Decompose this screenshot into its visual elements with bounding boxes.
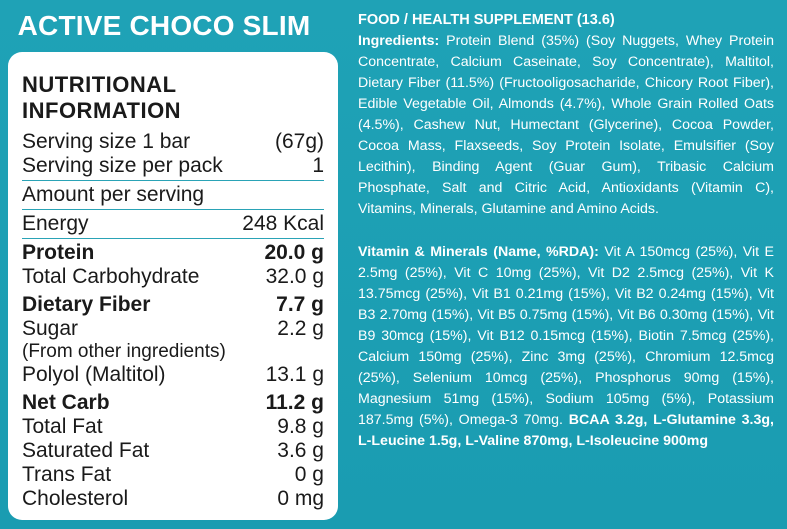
nutrient-value: 7.7 g [276, 293, 324, 316]
nutrient-row-energy: Energy 248 Kcal [22, 212, 324, 236]
nutrient-value: 0 mg [277, 487, 324, 510]
nutrient-row-sugar-note: (From other ingredients) [22, 341, 324, 363]
supplement-heading: FOOD / HEALTH SUPPLEMENT (13.6) [358, 12, 615, 28]
nutrient-value: 9.8 g [277, 415, 324, 438]
nutrient-row-saturated-fat: Saturated Fat 3.6 g [22, 439, 324, 463]
nutrient-label: Total Fat [22, 415, 103, 438]
nutrient-row-total-fat: Total Fat 9.8 g [22, 415, 324, 439]
vitamins-label: Vitamin & Minerals (Name, %RDA): [358, 244, 599, 260]
nutrient-label: Sugar [22, 317, 79, 340]
vitamins-text: Vit A 150mcg (25%), Vit E 2.5mg (25%), V… [358, 244, 774, 428]
nutrient-label: Saturated Fat [22, 439, 150, 462]
vitamins-paragraph: Vitamin & Minerals (Name, %RDA): Vit A 1… [358, 242, 774, 452]
nutrient-label: Dietary Fiber [22, 293, 151, 316]
nutrient-value: 248 Kcal [242, 212, 324, 235]
nutrient-label: Polyol (Maltitol) [22, 363, 166, 386]
nutrient-label: Cholesterol [22, 487, 129, 510]
nutrient-row-cholesterol: Cholesterol 0 mg [22, 487, 324, 511]
amount-per-serving: Amount per serving [22, 183, 324, 207]
nutrient-label: Net Carb [22, 391, 110, 414]
divider [22, 209, 324, 210]
product-title: ACTIVE CHOCO SLIM [17, 10, 311, 41]
nutrient-label: Trans Fat [22, 463, 112, 486]
serving-per-pack-label: Serving size per pack [22, 154, 223, 177]
nutrient-value: 3.6 g [277, 439, 324, 462]
nutrition-facts-panel: NUTRITIONAL INFORMATION Serving size 1 b… [8, 52, 338, 520]
nutrient-label: Energy [22, 212, 89, 235]
serving-size-label: Serving size 1 bar [22, 130, 191, 153]
spacer [358, 220, 774, 242]
nutrient-value: 2.2 g [277, 317, 324, 340]
nutrient-value: 32.0 g [265, 265, 324, 288]
nutrient-value: 13.1 g [265, 363, 324, 386]
ingredients-text: Protein Blend (35%) (Soy Nuggets, Whey P… [358, 33, 774, 217]
nutrient-row-net-carb: Net Carb 11.2 g [22, 391, 324, 415]
amount-per-serving-label: Amount per serving [22, 183, 205, 206]
nutrition-heading: NUTRITIONAL INFORMATION [22, 72, 182, 123]
nutrient-row-sugar: Sugar 2.2 g [22, 317, 324, 341]
nutrient-label: Protein [22, 241, 95, 264]
supplement-info: FOOD / HEALTH SUPPLEMENT (13.6) Ingredie… [358, 10, 774, 452]
nutrient-value: 0 g [294, 463, 324, 486]
divider [22, 180, 324, 181]
nutrient-note: (From other ingredients) [22, 341, 226, 362]
nutrient-label: Total Carbohydrate [22, 265, 200, 288]
amino-acids-text: BCAA 3.2g, L-Glutamine 3.3g, L-Leucine 1… [358, 412, 774, 449]
nutrient-value: 20.0 g [264, 241, 324, 264]
divider [22, 238, 324, 239]
serving-size-row: Serving size 1 bar (67g) [22, 130, 324, 154]
ingredients-label: Ingredients: [358, 33, 440, 49]
serving-per-pack-row: Serving size per pack 1 [22, 154, 324, 178]
serving-size-value: (67g) [274, 130, 324, 153]
ingredients-paragraph: Ingredients: Protein Blend (35%) (Soy Nu… [358, 31, 774, 220]
nutrient-row-trans-fat: Trans Fat 0 g [22, 463, 324, 487]
nutrient-row-total-carbohydrate: Total Carbohydrate 32.0 g [22, 265, 324, 289]
nutrient-row-protein: Protein 20.0 g [22, 241, 324, 265]
nutrient-row-dietary-fiber: Dietary Fiber 7.7 g [22, 293, 324, 317]
serving-per-pack-value: 1 [312, 154, 324, 177]
nutrient-value: 11.2 g [265, 391, 324, 414]
nutrient-row-polyol: Polyol (Maltitol) 13.1 g [22, 363, 324, 387]
